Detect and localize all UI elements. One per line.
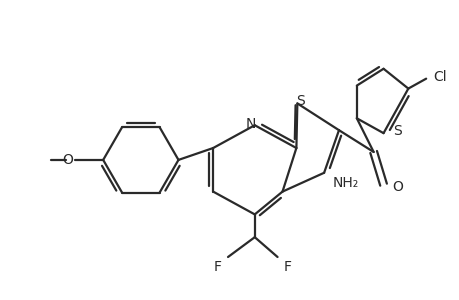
Text: S: S [295,94,304,109]
Text: F: F [213,260,222,274]
Text: O: O [391,180,402,194]
Text: NH₂: NH₂ [332,176,358,190]
Text: O: O [62,153,73,167]
Text: S: S [392,124,401,138]
Text: N: N [245,117,256,131]
Text: F: F [283,260,291,274]
Text: Cl: Cl [432,70,446,84]
